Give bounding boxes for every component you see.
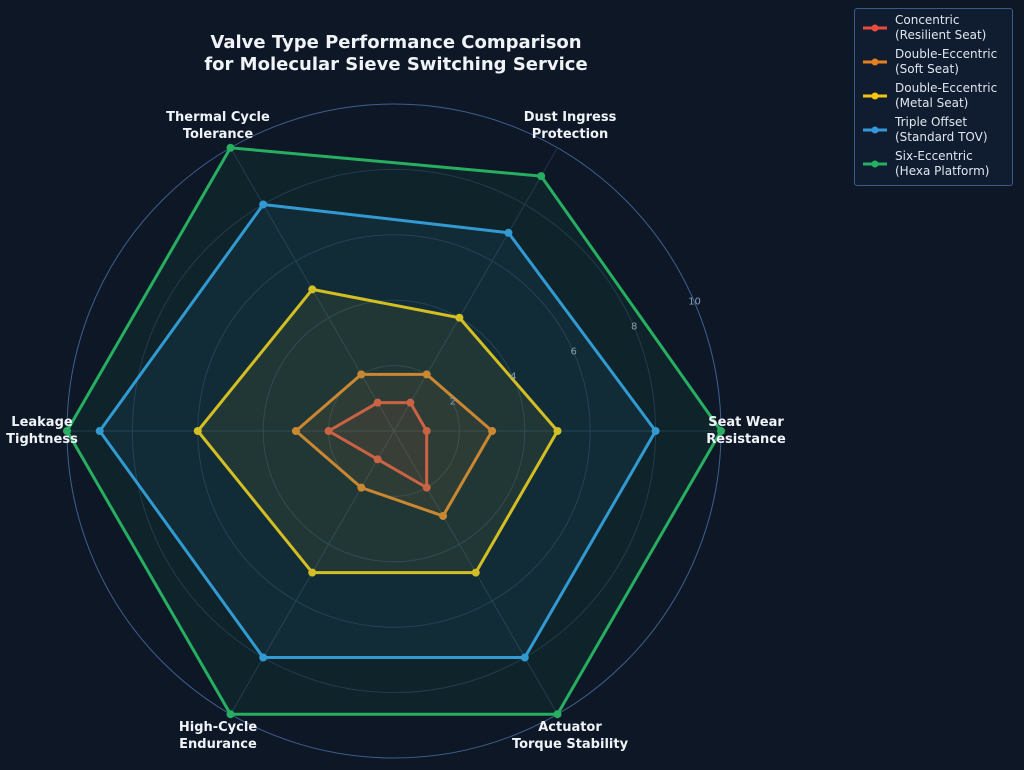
data-point <box>259 653 268 662</box>
data-point <box>373 455 382 464</box>
spoke <box>393 147 558 432</box>
data-point <box>488 427 497 435</box>
legend-entry: Six-Eccentric (Hexa Platform) <box>861 149 1012 179</box>
legend-label: Six-Eccentric (Hexa Platform) <box>895 149 990 178</box>
legend-label: Concentric (Resilient Seat) <box>895 13 987 42</box>
legend-swatch <box>863 126 887 134</box>
axis-label: Thermal Cycle Tolerance <box>166 110 270 143</box>
legend-swatch <box>863 160 887 168</box>
legend-entry: Triple Offset (Standard TOV) <box>861 115 1012 145</box>
data-point <box>324 427 333 435</box>
data-point <box>553 427 562 435</box>
r-tick-label: 4 <box>510 371 517 383</box>
data-point <box>308 285 317 294</box>
data-point <box>651 427 660 435</box>
legend: Concentric (Resilient Seat) Double-Eccent… <box>854 8 1013 186</box>
legend-swatch <box>863 24 887 32</box>
r-tick-label: 10 <box>688 296 701 308</box>
axis-label: Dust Ingress Protection <box>523 110 617 143</box>
axis-label: Leakage Tightness <box>6 415 78 447</box>
r-tick-label: 6 <box>570 346 577 358</box>
data-point <box>226 710 235 719</box>
legend-entry: Double-Eccentric (Metal Seat) <box>861 81 1012 111</box>
legend-swatch <box>863 58 887 66</box>
data-point <box>439 511 448 520</box>
legend-dot <box>871 126 879 134</box>
axis-label: Seat Wear Resistance <box>706 415 786 447</box>
legend-swatch <box>863 92 887 100</box>
legend-entry: Concentric (Resilient Seat) <box>861 13 1012 43</box>
data-point <box>291 427 300 435</box>
data-point <box>520 653 529 662</box>
legend-dot <box>871 160 879 168</box>
legend-label: Double-Eccentric (Soft Seat) <box>895 47 998 76</box>
data-point <box>226 143 235 152</box>
legend-dot <box>871 24 879 32</box>
r-tick-label: 8 <box>630 321 638 333</box>
r-tick-label: 2 <box>449 396 457 408</box>
data-point <box>537 172 546 181</box>
data-point <box>504 228 513 237</box>
data-point <box>357 370 366 379</box>
data-point <box>553 710 562 719</box>
legend-entry: Double-Eccentric (Soft Seat) <box>861 47 1012 77</box>
axis-label: High-Cycle Endurance <box>178 719 258 752</box>
data-point <box>717 427 725 435</box>
legend-dot <box>871 92 879 100</box>
data-point <box>406 398 415 407</box>
data-point <box>422 483 431 492</box>
chart-title: Valve Type Performance Comparison for Mo… <box>204 32 588 75</box>
data-point <box>308 568 317 577</box>
axis-label: Actuator Torque Stability <box>511 719 629 752</box>
data-point <box>471 568 480 577</box>
data-point <box>193 427 202 435</box>
series-area <box>65 146 723 716</box>
data-point <box>422 427 431 435</box>
legend-label: Triple Offset (Standard TOV) <box>895 115 988 144</box>
legend-label: Double-Eccentric (Metal Seat) <box>895 81 998 110</box>
data-point <box>357 483 366 492</box>
data-point <box>63 427 71 435</box>
legend-dot <box>871 58 879 66</box>
data-point <box>455 313 464 322</box>
data-point <box>259 200 268 209</box>
data-point <box>422 370 431 379</box>
data-point <box>95 427 104 435</box>
data-point <box>373 398 382 407</box>
